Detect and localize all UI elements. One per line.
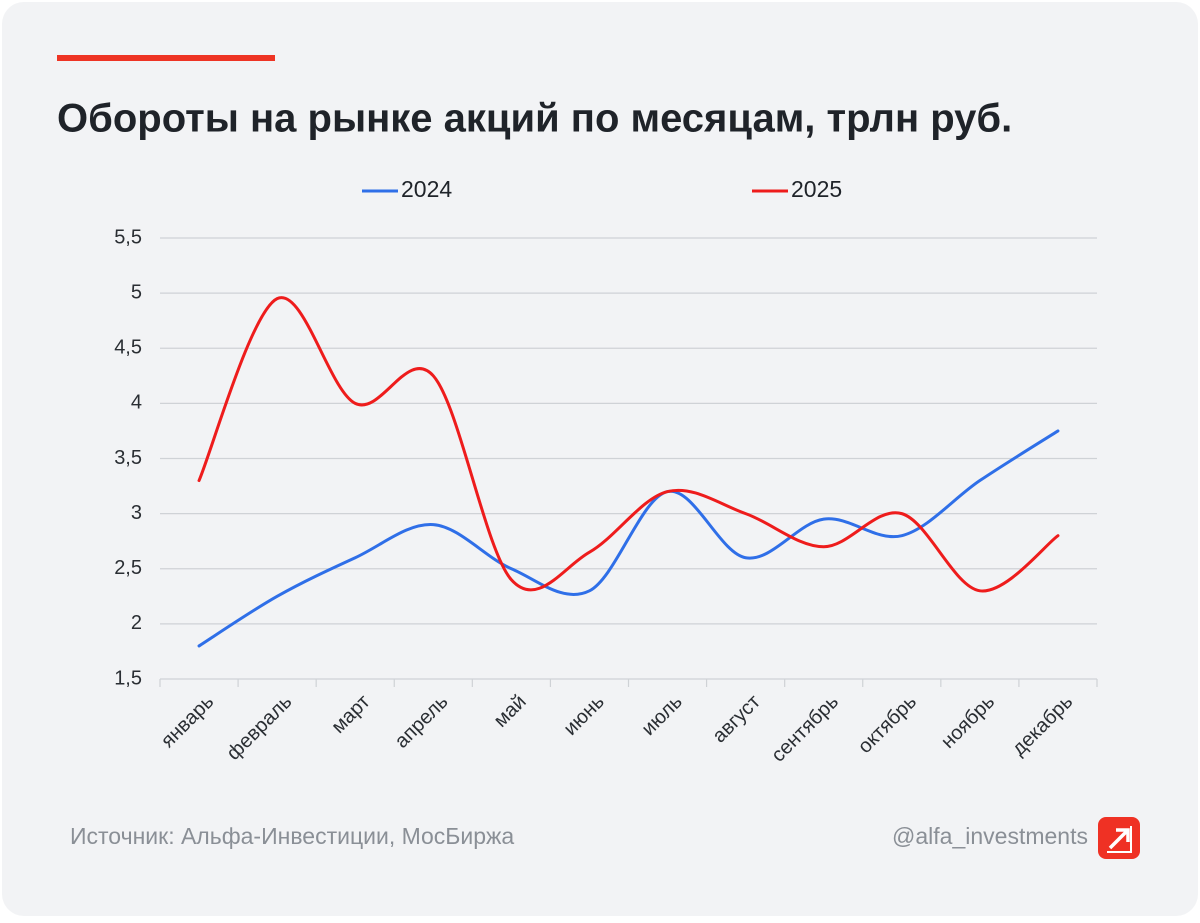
- y-tick-label: 2: [131, 612, 142, 634]
- chart-title: Обороты на рынке акций по месяцам, трлн …: [57, 97, 1012, 141]
- y-tick-label: 2,5: [114, 557, 142, 579]
- y-tick-label: 3,5: [114, 447, 142, 469]
- y-tick-label: 4,5: [114, 337, 142, 359]
- series-line: [197, 296, 1060, 593]
- legend-label: 2025: [791, 176, 842, 202]
- series-line: [197, 429, 1060, 648]
- y-tick-label: 5,5: [114, 226, 142, 248]
- handle: @alfa_investments: [892, 823, 1088, 849]
- y-tick-label: 4: [131, 392, 142, 414]
- source: Источник: Альфа-Инвестиции, МосБиржа: [70, 823, 514, 849]
- legend-label: 2024: [401, 176, 452, 202]
- logo: [1098, 817, 1140, 859]
- y-tick-label: 1,5: [114, 667, 142, 689]
- y-tick-label: 5: [131, 281, 142, 303]
- y-tick-label: 3: [131, 502, 142, 524]
- accent-bar: [57, 55, 275, 61]
